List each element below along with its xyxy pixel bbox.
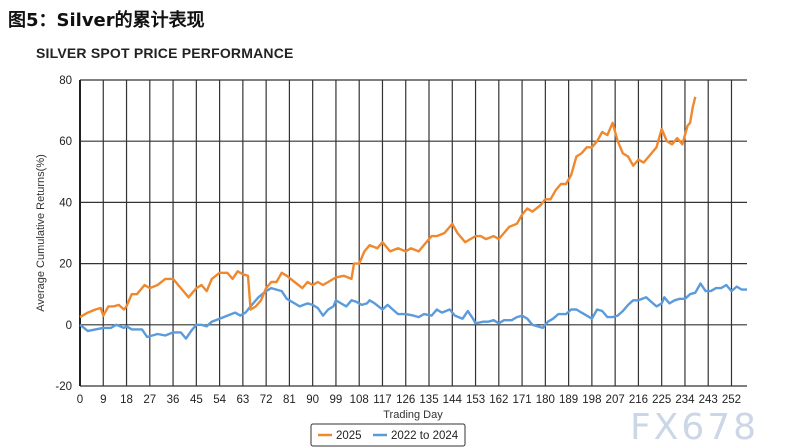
y-tick-label: 80 <box>59 75 72 87</box>
x-tick-label: 81 <box>283 394 296 406</box>
x-tick-label: 234 <box>675 394 695 406</box>
x-tick-label: 243 <box>699 394 718 406</box>
x-tick-label: 162 <box>489 394 508 406</box>
y-tick-label: 20 <box>59 259 72 271</box>
legend-label-2022-2024: 2022 to 2024 <box>391 430 459 442</box>
x-tick-label: 252 <box>722 394 741 406</box>
y-tick-label: -20 <box>55 381 72 393</box>
x-axis-label: Trading Day <box>383 409 443 421</box>
y-axis-label: Average Cumulative Returns(%) <box>35 154 47 312</box>
series-line-2022-2024 <box>79 282 747 340</box>
x-tick-label: 189 <box>559 394 578 406</box>
x-tick-label: 90 <box>306 394 319 406</box>
series-lines <box>79 96 747 340</box>
figure-title: 图5：Silver的累计表现 <box>8 10 205 31</box>
x-tick-label: 117 <box>373 394 391 406</box>
x-tick-label: 108 <box>350 394 369 406</box>
y-tick-label: 40 <box>59 197 72 209</box>
x-tick-label: 99 <box>330 394 343 406</box>
legend: 2025 2022 to 2024 <box>310 423 466 447</box>
x-tick-label: 144 <box>443 394 463 406</box>
x-tick-label: 171 <box>512 394 531 406</box>
legend-label-2025: 2025 <box>336 430 362 442</box>
x-tick-label: 198 <box>582 394 601 406</box>
x-tick-label: 63 <box>236 394 249 406</box>
x-tick-label: 153 <box>466 394 485 406</box>
x-tick-label: 36 <box>167 394 180 406</box>
x-tick-label: 54 <box>213 394 226 406</box>
watermark: FX678 <box>630 407 760 448</box>
legend-box <box>310 423 466 447</box>
x-tick-label: 207 <box>606 394 625 406</box>
x-tick-label: 9 <box>100 394 106 406</box>
x-tick-label: 18 <box>120 394 133 406</box>
x-tick-label: 72 <box>260 394 273 406</box>
x-tick-label: 225 <box>652 394 671 406</box>
y-tick-label: 0 <box>66 320 72 332</box>
x-tick-label: 126 <box>396 394 415 406</box>
x-tick-label: 180 <box>536 394 555 406</box>
x-tick-label: 216 <box>629 394 648 406</box>
x-tick-label: 27 <box>143 394 156 406</box>
x-tick-label: 135 <box>419 394 438 406</box>
y-axis-ticks: -20 0 20 40 60 80 <box>55 75 72 393</box>
x-tick-label: 0 <box>77 394 83 406</box>
series-line-2025 <box>79 96 697 319</box>
grid <box>79 79 747 387</box>
y-tick-label: 60 <box>59 136 72 148</box>
chart-title: SILVER SPOT PRICE PERFORMANCE <box>36 45 294 61</box>
x-axis-ticks: 0 9 18 27 36 45 54 63 72 81 90 99 108 117 126 135 144 153… <box>77 394 741 406</box>
x-tick-label: 45 <box>190 394 203 406</box>
